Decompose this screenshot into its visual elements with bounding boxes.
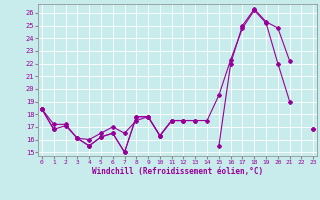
X-axis label: Windchill (Refroidissement éolien,°C): Windchill (Refroidissement éolien,°C): [92, 167, 263, 176]
